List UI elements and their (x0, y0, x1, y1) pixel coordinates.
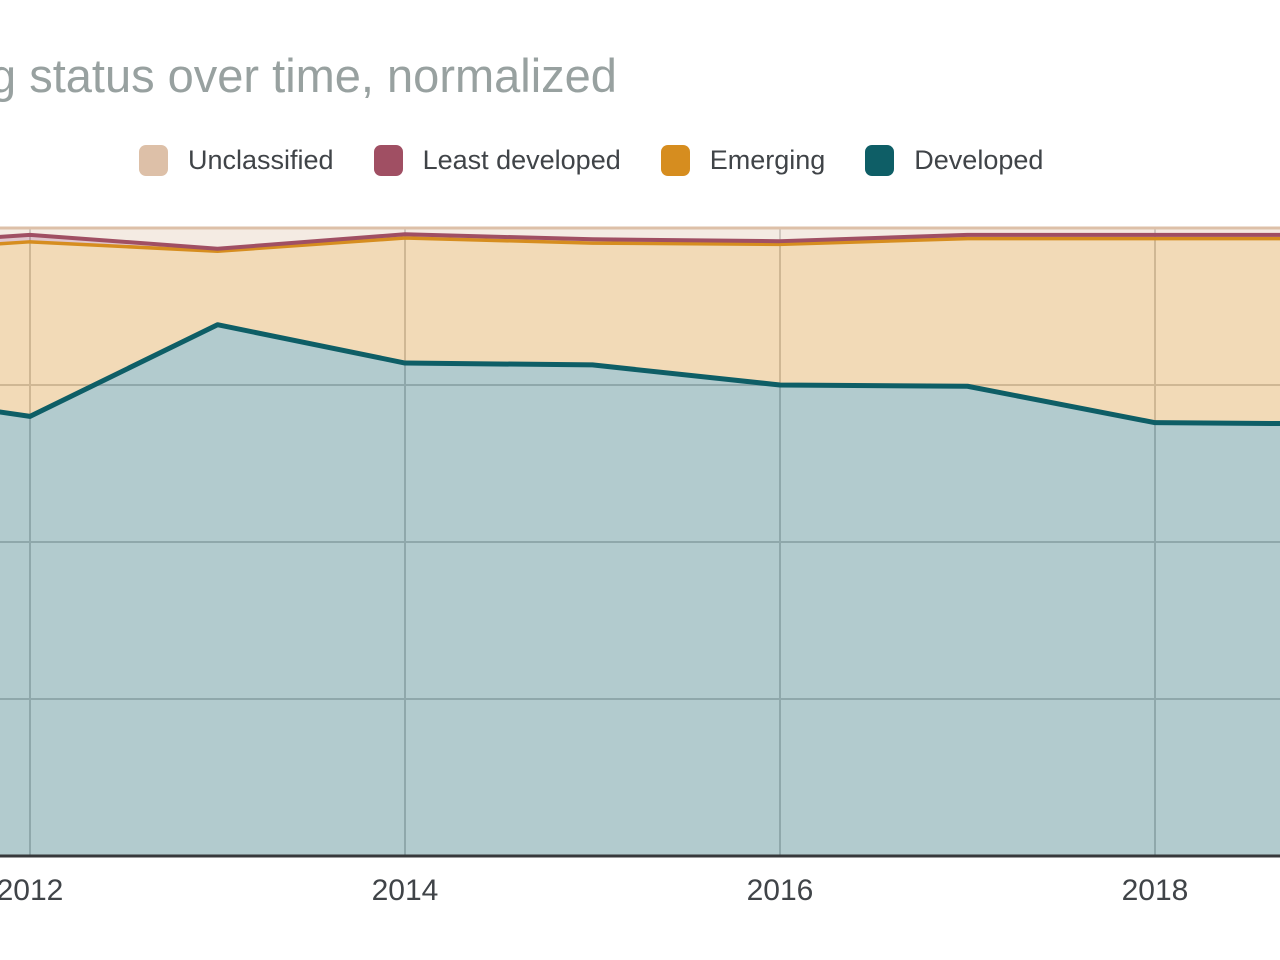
x-axis-tick-2018: 2018 (1121, 874, 1189, 907)
legend-label-developed: Developed (914, 145, 1044, 175)
legend-swatch-unclassified-icon (139, 145, 168, 176)
legend-label-emerging: Emerging (709, 145, 826, 175)
legend-label-unclassified: Unclassified (188, 145, 334, 175)
legend-item-unclassified: Unclassified (139, 145, 334, 176)
legend-swatch-least-developed-icon (373, 145, 403, 176)
legend-item-least-developed: Least developed (373, 145, 621, 176)
legend-swatch-developed-icon (865, 145, 895, 176)
x-axis-tick-2012: 2012 (0, 874, 64, 907)
legend-label-least-developed: Least developed (422, 145, 621, 175)
legend: Unclassified Least developed Emerging De… (139, 145, 1043, 176)
x-axis-tick-2016: 2016 (746, 874, 814, 907)
chart-title: g status over time, normalized (0, 49, 617, 102)
legend-item-developed: Developed (865, 145, 1043, 176)
x-axis-tick-2014: 2014 (371, 874, 439, 907)
legend-item-emerging: Emerging (660, 145, 826, 176)
legend-swatch-emerging-icon (660, 145, 690, 176)
